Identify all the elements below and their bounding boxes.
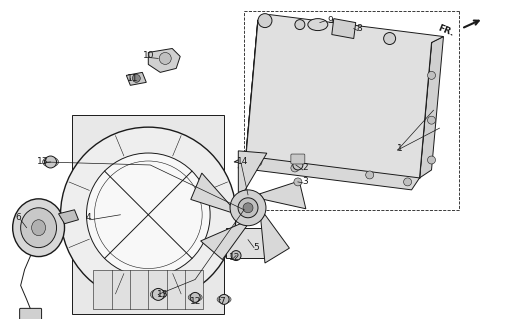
Text: 2: 2	[302, 164, 308, 172]
Text: 7: 7	[219, 297, 225, 306]
Text: 14: 14	[237, 157, 249, 166]
Polygon shape	[93, 269, 203, 309]
Circle shape	[428, 156, 435, 164]
Text: 6: 6	[16, 213, 21, 222]
Text: 3: 3	[302, 177, 308, 187]
Polygon shape	[260, 181, 306, 209]
Circle shape	[152, 288, 164, 300]
Circle shape	[254, 158, 262, 166]
Circle shape	[366, 171, 374, 179]
Polygon shape	[191, 173, 231, 212]
Circle shape	[132, 74, 140, 82]
Ellipse shape	[229, 252, 243, 260]
Polygon shape	[73, 115, 224, 314]
Polygon shape	[328, 20, 431, 178]
Circle shape	[86, 153, 210, 276]
Circle shape	[219, 294, 229, 304]
Circle shape	[160, 52, 171, 64]
Polygon shape	[261, 214, 290, 263]
Polygon shape	[58, 210, 78, 224]
Ellipse shape	[43, 157, 58, 167]
Circle shape	[428, 71, 435, 79]
Ellipse shape	[13, 199, 65, 257]
Text: 13: 13	[156, 290, 168, 299]
Polygon shape	[332, 19, 356, 38]
FancyBboxPatch shape	[20, 308, 42, 320]
Text: 10: 10	[143, 51, 154, 60]
Polygon shape	[226, 228, 270, 258]
Circle shape	[231, 251, 241, 260]
FancyBboxPatch shape	[291, 154, 305, 164]
Circle shape	[384, 33, 396, 44]
Circle shape	[428, 116, 435, 124]
Text: 11: 11	[126, 74, 138, 83]
Text: 1: 1	[397, 144, 402, 153]
Ellipse shape	[188, 293, 202, 301]
Circle shape	[293, 160, 303, 170]
Circle shape	[294, 178, 302, 186]
Text: 9: 9	[327, 16, 333, 25]
Text: FR.: FR.	[437, 23, 456, 38]
Circle shape	[243, 203, 253, 213]
Circle shape	[230, 190, 266, 226]
Polygon shape	[238, 151, 267, 193]
Ellipse shape	[308, 19, 328, 31]
Polygon shape	[238, 156, 420, 190]
Polygon shape	[234, 15, 443, 184]
Text: 12: 12	[189, 297, 201, 306]
Circle shape	[258, 14, 272, 28]
Polygon shape	[420, 36, 443, 178]
Ellipse shape	[21, 208, 56, 248]
Circle shape	[291, 164, 299, 172]
Ellipse shape	[217, 295, 231, 303]
Text: 5: 5	[253, 243, 259, 252]
Circle shape	[238, 198, 258, 218]
Circle shape	[403, 178, 411, 186]
Text: 4: 4	[86, 213, 91, 222]
Text: 12: 12	[230, 253, 241, 262]
Text: 8: 8	[357, 24, 363, 33]
Circle shape	[295, 20, 305, 29]
Polygon shape	[148, 49, 180, 72]
Circle shape	[45, 156, 56, 168]
Polygon shape	[201, 224, 247, 260]
Polygon shape	[126, 72, 146, 85]
Polygon shape	[246, 20, 431, 178]
Ellipse shape	[150, 289, 166, 300]
Text: 13: 13	[37, 157, 48, 166]
Ellipse shape	[31, 220, 46, 236]
Circle shape	[190, 292, 200, 302]
Circle shape	[60, 127, 236, 302]
